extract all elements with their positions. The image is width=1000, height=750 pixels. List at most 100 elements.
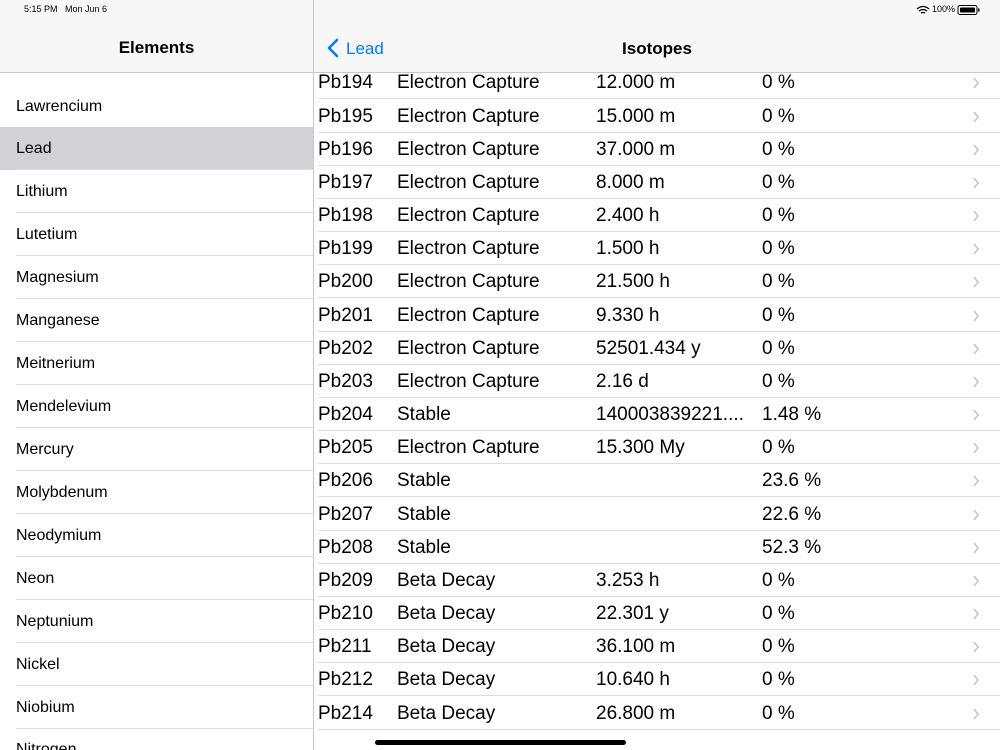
isotope: Pb207	[318, 503, 373, 525]
isotope-row[interactable]: Pb194 Electron Capture 12.000 m 0 %	[314, 73, 1000, 100]
element-row[interactable]: Neptunium	[0, 600, 313, 643]
isotope-row[interactable]: Pb208 Stable 52.3 %	[314, 531, 1000, 564]
element-row[interactable]: Lutetium	[0, 213, 313, 257]
chevron	[973, 409, 980, 421]
half-life: 9.330 h	[596, 304, 660, 326]
decay-mode: Stable	[397, 404, 451, 426]
decay-mode: Beta Decay	[397, 569, 496, 591]
isotope-row[interactable]: Pb210 Beta Decay 22.301 y 0 %	[314, 597, 1000, 631]
element-row[interactable]: Lead	[0, 127, 313, 171]
chevron	[973, 708, 980, 720]
isotope-row[interactable]: Pb199 Electron Capture 1.500 h 0 %	[314, 232, 1000, 266]
element-name: Neodymium	[16, 526, 102, 544]
status-icons	[916, 5, 980, 15]
element-name: Lead	[16, 140, 52, 158]
isotope: Pb194	[318, 73, 373, 94]
element-row[interactable]: Meitnerium	[0, 342, 313, 386]
element-name: Mendelevium	[16, 398, 112, 415]
isotope-row[interactable]: Pb202 Electron Capture 52501.434 y 0 %	[314, 332, 1000, 365]
isotope: Pb201	[318, 304, 373, 326]
element-row[interactable]: Lithium	[0, 170, 313, 214]
isotope-row[interactable]: Pb214 Beta Decay 26.800 m 0 %	[314, 697, 1000, 730]
element-row[interactable]: Lawrencium	[0, 85, 313, 128]
chevron	[973, 674, 980, 686]
separator	[318, 164, 1000, 166]
abundance: 0 %	[762, 238, 795, 260]
separator	[318, 264, 1000, 266]
isotope-row[interactable]: Pb203 Electron Capture 2.16 d 0 %	[314, 365, 1000, 398]
decay-mode: Electron Capture	[397, 138, 540, 160]
abundance: 0 %	[762, 603, 795, 625]
isotope-row[interactable]: Pb195 Electron Capture 15.000 m 0 %	[314, 100, 1000, 133]
isotope-row[interactable]: Pb206 Stable 23.6 %	[314, 464, 1000, 498]
element-row[interactable]: Manganese	[0, 299, 313, 343]
decay-mode: Electron Capture	[397, 73, 540, 94]
isotope-row[interactable]: Pb201 Electron Capture 9.330 h 0 %	[314, 299, 1000, 332]
element-row[interactable]: Neodymium	[0, 514, 313, 557]
isotope: Pb200	[318, 271, 373, 293]
isotope: Pb195	[318, 105, 373, 127]
decay-mode: Electron Capture	[397, 238, 540, 260]
isotope-row[interactable]: Pb209 Beta Decay 3.253 h 0 %	[314, 564, 1000, 597]
element-row[interactable]: Niobium	[0, 686, 313, 729]
back-button[interactable]: Lead	[346, 39, 384, 58]
separator	[16, 126, 313, 128]
chevron	[973, 376, 980, 388]
isotope-row[interactable]: Pb197 Electron Capture 8.000 m 0 %	[314, 166, 1000, 199]
isotope-row[interactable]: Pb196 Electron Capture 37.000 m 0 %	[314, 133, 1000, 166]
element-row[interactable]: Nickel	[0, 643, 313, 686]
element-name: Mercury	[16, 440, 74, 458]
half-life: 15.000 m	[596, 105, 676, 127]
isotope-row[interactable]: Pb204 Stable 140003839221.... 1.48 %	[314, 398, 1000, 432]
abundance: 0 %	[762, 569, 795, 591]
isotope-row[interactable]: Pb212 Beta Decay 10.640 h 0 %	[314, 663, 1000, 697]
separator	[318, 430, 1000, 432]
chevron	[973, 608, 980, 620]
separator	[16, 384, 313, 386]
isotope-list: Pb194 Electron Capture 12.000 m 0 % Pb195 Ele…	[314, 73, 1000, 750]
decay-mode: Electron Capture	[397, 437, 540, 459]
sidebar-header: 5:15 PM Mon Jun 6 Elements	[0, 0, 313, 73]
isotope: Pb210	[318, 603, 373, 625]
separator	[318, 728, 1000, 730]
detail-title: Isotopes	[622, 39, 692, 58]
abundance: 52.3 %	[762, 536, 822, 558]
element-row[interactable]: Mercury	[0, 428, 313, 471]
isotope-row[interactable]: Pb211 Beta Decay 36.100 m 0 %	[314, 630, 1000, 664]
separator	[16, 555, 313, 557]
half-life: 140003839221....	[596, 404, 744, 426]
decay-mode: Electron Capture	[397, 337, 540, 359]
isotope-row[interactable]: Pb200 Electron Capture 21.500 h 0 %	[314, 265, 1000, 299]
element-name: Magnesium	[16, 269, 99, 287]
half-life: 1.500 h	[596, 238, 660, 260]
chevron	[973, 210, 980, 222]
element-row[interactable]: Magnesium	[0, 256, 313, 300]
decay-mode: Electron Capture	[397, 205, 540, 227]
isotope-row[interactable]: Pb205 Electron Capture 15.300 My 0 %	[314, 431, 1000, 465]
chevron	[973, 310, 980, 322]
element-row[interactable]: Molybdenum	[0, 471, 313, 514]
chevron	[973, 641, 980, 653]
element-row[interactable]: Mendelevium	[0, 385, 313, 428]
separator	[16, 598, 313, 600]
half-life: 2.16 d	[596, 370, 649, 392]
element-name: Nickel	[16, 655, 60, 673]
back-chevron[interactable]	[326, 38, 340, 58]
isotope: Pb211	[318, 636, 372, 658]
separator	[318, 629, 1000, 631]
status-date: Mon Jun 6	[65, 4, 108, 14]
isotope-row[interactable]: Pb198 Electron Capture 2.400 h 0 %	[314, 199, 1000, 233]
isotope: Pb205	[318, 437, 373, 459]
element-row[interactable]: Neon	[0, 557, 313, 600]
element-name: Lawrencium	[16, 97, 103, 115]
separator	[318, 662, 1000, 664]
decay-mode: Beta Decay	[397, 636, 496, 658]
abundance: 0 %	[762, 370, 795, 392]
isotope-row[interactable]: Pb207 Stable 22.6 %	[314, 498, 1000, 531]
separator	[16, 684, 313, 686]
chevron	[973, 509, 980, 521]
separator	[16, 469, 313, 471]
abundance: 0 %	[762, 138, 795, 160]
element-row[interactable]: Nitrogen	[0, 728, 313, 750]
element-name: Niobium	[16, 698, 75, 716]
